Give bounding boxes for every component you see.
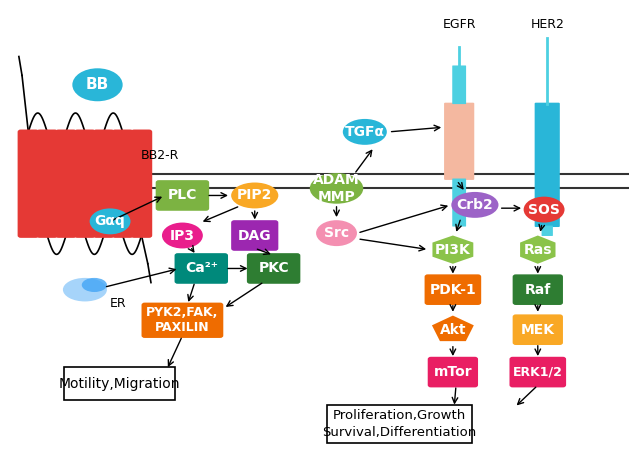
FancyBboxPatch shape	[452, 65, 466, 104]
FancyBboxPatch shape	[74, 130, 96, 238]
Ellipse shape	[316, 220, 357, 246]
FancyBboxPatch shape	[513, 274, 563, 305]
Text: Raf: Raf	[525, 283, 551, 297]
FancyBboxPatch shape	[247, 253, 301, 284]
Ellipse shape	[162, 223, 203, 249]
Text: PYK2,FAK,
PAXILIN: PYK2,FAK, PAXILIN	[146, 306, 219, 334]
FancyBboxPatch shape	[327, 405, 472, 443]
Text: BB: BB	[86, 77, 109, 92]
Text: TGFα: TGFα	[345, 125, 385, 139]
FancyBboxPatch shape	[513, 315, 563, 345]
Text: mTor: mTor	[433, 365, 472, 379]
FancyBboxPatch shape	[428, 357, 478, 387]
Text: Akt: Akt	[440, 323, 466, 337]
FancyBboxPatch shape	[542, 226, 553, 236]
Text: Crb2: Crb2	[457, 198, 493, 212]
Text: PIP2: PIP2	[237, 188, 272, 203]
Text: Proliferation,Growth
Survival,Differentiation: Proliferation,Growth Survival,Differenti…	[322, 409, 477, 439]
FancyBboxPatch shape	[93, 130, 114, 238]
Text: PLC: PLC	[168, 188, 197, 203]
Ellipse shape	[82, 278, 107, 292]
Text: PI3K: PI3K	[435, 243, 470, 257]
Ellipse shape	[523, 197, 565, 222]
Text: ERK1/2: ERK1/2	[513, 365, 563, 379]
Polygon shape	[433, 236, 473, 264]
FancyBboxPatch shape	[174, 253, 228, 284]
FancyBboxPatch shape	[231, 220, 278, 251]
Text: IP3: IP3	[170, 228, 195, 243]
FancyBboxPatch shape	[64, 367, 174, 400]
FancyBboxPatch shape	[535, 103, 560, 227]
FancyBboxPatch shape	[156, 180, 209, 211]
Ellipse shape	[89, 208, 131, 234]
FancyBboxPatch shape	[18, 130, 39, 238]
Polygon shape	[520, 236, 555, 264]
Text: PKC: PKC	[259, 261, 289, 276]
Text: Ras: Ras	[523, 243, 552, 257]
FancyBboxPatch shape	[131, 130, 152, 238]
Text: SOS: SOS	[528, 203, 560, 217]
Text: Gαq: Gαq	[95, 214, 125, 228]
Text: HER2: HER2	[530, 17, 564, 31]
FancyBboxPatch shape	[142, 303, 223, 338]
Text: Motility,Migration: Motility,Migration	[58, 377, 181, 391]
FancyBboxPatch shape	[112, 130, 133, 238]
Text: ADAM
MMP: ADAM MMP	[313, 173, 360, 203]
Text: ER: ER	[110, 297, 126, 310]
FancyBboxPatch shape	[425, 274, 481, 305]
FancyBboxPatch shape	[55, 130, 77, 238]
Ellipse shape	[309, 173, 364, 204]
FancyBboxPatch shape	[452, 179, 466, 227]
FancyBboxPatch shape	[36, 130, 58, 238]
Polygon shape	[432, 316, 474, 341]
Text: Src: Src	[324, 226, 349, 240]
FancyBboxPatch shape	[444, 103, 474, 180]
Text: PDK-1: PDK-1	[430, 283, 476, 297]
Ellipse shape	[451, 192, 498, 218]
Text: EGFR: EGFR	[442, 17, 476, 31]
Text: DAG: DAG	[238, 228, 272, 243]
FancyBboxPatch shape	[509, 357, 566, 387]
Text: MEK: MEK	[521, 323, 555, 337]
Text: BB2-R: BB2-R	[141, 149, 180, 162]
Ellipse shape	[343, 119, 387, 145]
Text: Ca²⁺: Ca²⁺	[185, 261, 218, 276]
Ellipse shape	[231, 183, 278, 208]
Ellipse shape	[72, 68, 123, 101]
Ellipse shape	[63, 278, 107, 301]
